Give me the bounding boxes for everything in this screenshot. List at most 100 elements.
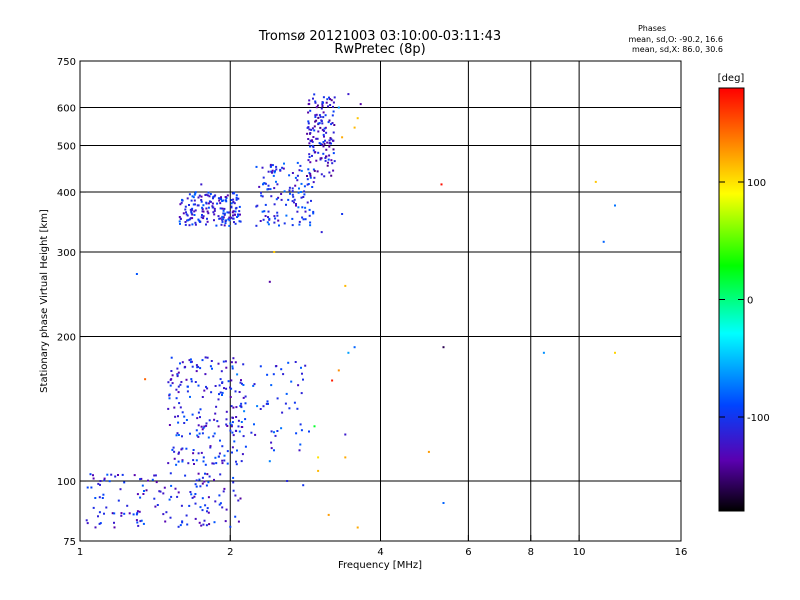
data-point	[209, 446, 212, 449]
data-point	[189, 361, 192, 364]
data-point	[268, 217, 271, 220]
data-point	[232, 198, 235, 201]
data-point	[197, 204, 200, 207]
data-point	[198, 432, 201, 435]
data-point	[261, 166, 264, 169]
data-point	[270, 170, 273, 173]
data-point	[195, 364, 198, 367]
data-point	[230, 424, 233, 427]
data-point	[240, 379, 242, 382]
data-point	[225, 200, 228, 203]
data-point	[309, 132, 312, 134]
data-point	[262, 182, 265, 185]
data-point	[288, 407, 291, 410]
data-point	[312, 136, 315, 138]
data-point	[192, 449, 195, 451]
data-point	[341, 213, 344, 215]
data-point	[201, 497, 204, 500]
data-point	[199, 416, 201, 419]
data-point	[218, 503, 221, 506]
data-point	[291, 190, 294, 193]
data-point	[136, 510, 139, 513]
data-point	[186, 385, 189, 388]
data-point	[200, 451, 203, 454]
data-point	[238, 210, 241, 213]
data-point	[184, 474, 187, 477]
data-point	[278, 224, 280, 227]
data-point	[194, 493, 197, 495]
data-point	[332, 139, 335, 142]
data-point	[208, 475, 211, 478]
data-point	[244, 445, 247, 448]
data-point	[238, 391, 241, 393]
data-point	[232, 214, 234, 217]
data-point	[271, 169, 274, 172]
data-point	[332, 101, 335, 104]
data-point	[302, 484, 305, 487]
y-tick-label: 400	[57, 188, 76, 199]
data-point	[330, 99, 333, 102]
data-point	[318, 142, 321, 145]
data-point	[221, 200, 224, 202]
data-point	[312, 97, 314, 100]
data-point	[190, 210, 193, 213]
data-point	[205, 484, 208, 487]
data-point	[230, 216, 233, 219]
data-point	[322, 111, 325, 114]
data-point	[219, 502, 222, 505]
data-point	[313, 129, 316, 132]
data-point	[330, 138, 333, 141]
data-point	[224, 360, 227, 363]
data-point	[267, 170, 270, 173]
data-point	[101, 497, 104, 499]
data-point	[291, 224, 294, 227]
data-point	[213, 418, 216, 421]
data-point	[309, 173, 312, 175]
data-point	[253, 423, 255, 426]
data-point	[154, 474, 157, 477]
data-point	[267, 223, 270, 226]
data-point	[228, 219, 231, 222]
data-point	[239, 213, 241, 216]
data-point	[272, 373, 275, 376]
data-point	[175, 434, 178, 437]
data-point	[316, 104, 319, 107]
data-point	[113, 512, 116, 515]
data-point	[200, 195, 203, 198]
data-point	[287, 361, 290, 364]
data-point	[223, 213, 226, 216]
data-point	[259, 220, 262, 222]
data-point	[262, 218, 265, 221]
data-point	[259, 408, 262, 410]
data-point	[268, 460, 271, 463]
data-point	[228, 224, 231, 227]
data-point	[189, 395, 191, 398]
data-point	[180, 448, 183, 451]
data-point	[162, 513, 165, 516]
data-point	[169, 472, 172, 475]
data-point	[330, 142, 332, 145]
data-point	[317, 151, 320, 154]
data-point	[253, 383, 256, 386]
data-point	[196, 417, 199, 420]
data-point	[194, 517, 197, 520]
data-point	[179, 524, 182, 527]
data-point	[168, 397, 171, 400]
data-point	[197, 452, 200, 455]
data-point	[145, 489, 148, 492]
data-point	[330, 123, 333, 126]
data-point	[332, 110, 335, 113]
data-point	[195, 429, 198, 432]
data-point	[231, 416, 234, 419]
data-point	[314, 120, 317, 123]
data-point	[137, 524, 140, 527]
data-point	[154, 505, 157, 508]
data-point	[180, 381, 183, 383]
data-point	[353, 126, 356, 129]
data-point	[229, 525, 232, 528]
data-point	[337, 369, 340, 372]
data-point	[175, 397, 178, 400]
data-point	[181, 361, 184, 364]
data-point	[306, 175, 308, 177]
data-point	[332, 105, 334, 108]
